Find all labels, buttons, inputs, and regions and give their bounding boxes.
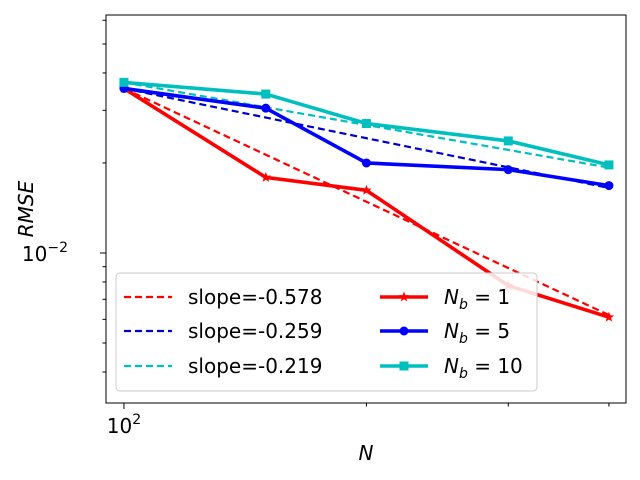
series-1-point-3 (361, 184, 372, 195)
series-3-point-3 (361, 119, 371, 129)
x-axis-label: N (359, 441, 374, 465)
series-1-point-5 (603, 311, 615, 322)
series-2-point-2 (261, 103, 271, 113)
series-3-point-2 (261, 89, 271, 99)
legend-fit-label-3: slope=-0.219 (188, 354, 322, 378)
y-axis-label: RMSE (14, 180, 38, 237)
legend-fit-label-2: slope=-0.259 (188, 319, 322, 343)
series-2-point-5 (604, 181, 614, 191)
y-tick-label-1: 10−2 (22, 240, 68, 266)
legend-series-marker-1 (398, 291, 410, 302)
series-2-point-4 (503, 165, 513, 175)
series-2 (119, 83, 614, 191)
legend-box (115, 272, 538, 392)
series-2-point-3 (361, 158, 371, 168)
series-1-point-2 (260, 171, 272, 182)
axes: 102 10−2 N RMSE (14, 14, 627, 465)
series-3-point-1 (119, 77, 129, 87)
series-3-point-4 (503, 136, 513, 146)
legend-series-marker-3 (399, 361, 409, 371)
legend-series-label-2: Nb = 5 (444, 319, 510, 347)
legend-series-label-1: Nb = 1 (444, 285, 510, 313)
legend-series-label-3: Nb = 10 (444, 354, 523, 382)
series-3 (119, 77, 614, 170)
legend: slope=-0.578 slope=-0.259 slope=-0.219 Nb =… (115, 272, 538, 392)
x-tick-label-1: 102 (107, 412, 141, 438)
series-line-2 (123, 86, 610, 188)
legend-fit-label-1: slope=-0.578 (188, 285, 322, 309)
series-3-point-5 (604, 160, 614, 170)
legend-series-marker-2 (399, 326, 409, 336)
